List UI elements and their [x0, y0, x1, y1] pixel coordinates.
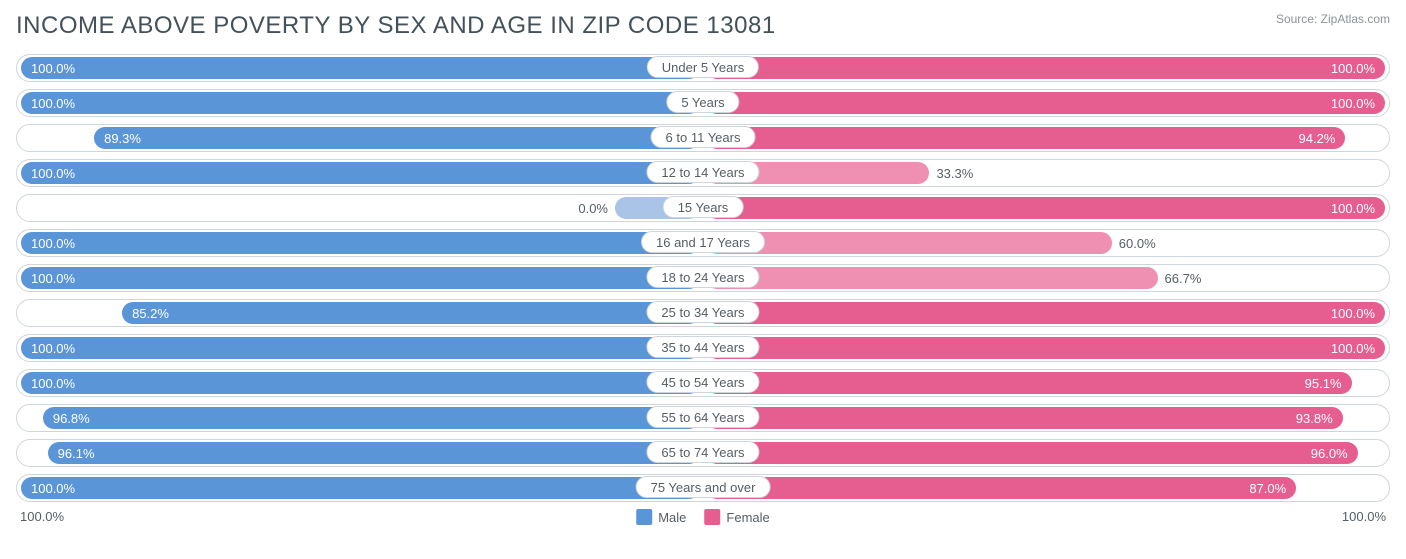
legend-female: Female — [704, 509, 769, 525]
male-value-label: 96.8% — [53, 411, 90, 426]
male-bar: 100.0% — [21, 57, 700, 79]
age-label: 55 to 64 Years — [646, 406, 759, 428]
chart-title: INCOME ABOVE POVERTY BY SEX AND AGE IN Z… — [16, 12, 776, 40]
chart-row: 96.8% 93.8% 55 to 64 Years — [16, 404, 1390, 435]
chart-row: 100.0% 87.0% 75 Years and over — [16, 474, 1390, 505]
age-label: 65 to 74 Years — [646, 441, 759, 463]
male-value-label: 96.1% — [58, 446, 95, 461]
male-value-label: 0.0% — [578, 194, 608, 222]
male-value-label: 100.0% — [31, 61, 75, 76]
male-bar: 100.0% — [21, 477, 700, 499]
male-bar: 100.0% — [21, 372, 700, 394]
female-value-label: 93.8% — [1296, 411, 1333, 426]
male-bar: 96.1% — [48, 442, 700, 464]
female-value-label: 33.3% — [936, 159, 973, 187]
axis-left-label: 100.0% — [20, 509, 64, 524]
female-value-label: 87.0% — [1249, 481, 1286, 496]
age-label: 5 Years — [666, 91, 739, 113]
chart-row: 100.0% 100.0% Under 5 Years — [16, 54, 1390, 85]
age-label: 18 to 24 Years — [646, 266, 759, 288]
male-bar: 100.0% — [21, 92, 700, 114]
age-label: 45 to 54 Years — [646, 371, 759, 393]
female-value-label: 100.0% — [1331, 306, 1375, 321]
axis-right-label: 100.0% — [1342, 509, 1386, 524]
age-label: 6 to 11 Years — [651, 126, 756, 148]
female-value-label: 100.0% — [1331, 341, 1375, 356]
female-bar: 95.1% — [706, 372, 1352, 394]
male-value-label: 89.3% — [104, 131, 141, 146]
age-label: 75 Years and over — [636, 476, 771, 498]
chart-source: Source: ZipAtlas.com — [1276, 12, 1390, 26]
female-bar: 100.0% — [706, 337, 1385, 359]
male-value-label: 100.0% — [31, 236, 75, 251]
male-value-label: 100.0% — [31, 166, 75, 181]
male-bar: 100.0% — [21, 267, 700, 289]
female-value-label: 94.2% — [1299, 131, 1336, 146]
male-value-label: 100.0% — [31, 96, 75, 111]
chart-row: 96.1% 96.0% 65 to 74 Years — [16, 439, 1390, 470]
male-bar: 100.0% — [21, 337, 700, 359]
chart-row: 89.3% 94.2% 6 to 11 Years — [16, 124, 1390, 155]
legend-male-label: Male — [658, 510, 686, 525]
male-value-label: 100.0% — [31, 481, 75, 496]
age-label: Under 5 Years — [647, 56, 759, 78]
female-bar: 100.0% — [706, 92, 1385, 114]
chart-row: 100.0% 100.0% 5 Years — [16, 89, 1390, 120]
female-bar — [706, 267, 1158, 289]
female-value-label: 60.0% — [1119, 229, 1156, 257]
legend-swatch-female — [704, 509, 720, 525]
axis-row: 100.0% Male Female 100.0% — [16, 509, 1390, 533]
legend-swatch-male — [636, 509, 652, 525]
age-label: 12 to 14 Years — [646, 161, 759, 183]
male-bar: 85.2% — [122, 302, 700, 324]
male-value-label: 100.0% — [31, 271, 75, 286]
age-label: 35 to 44 Years — [646, 336, 759, 358]
male-value-label: 100.0% — [31, 341, 75, 356]
chart-header: INCOME ABOVE POVERTY BY SEX AND AGE IN Z… — [16, 12, 1390, 40]
legend-male: Male — [636, 509, 686, 525]
male-bar: 96.8% — [43, 407, 700, 429]
female-value-label: 66.7% — [1165, 264, 1202, 292]
male-bar: 100.0% — [21, 232, 700, 254]
female-bar: 100.0% — [706, 302, 1385, 324]
female-bar: 96.0% — [706, 442, 1358, 464]
chart-row: 100.0% 100.0% 35 to 44 Years — [16, 334, 1390, 365]
chart-row: 100.0% 60.0% 16 and 17 Years — [16, 229, 1390, 260]
female-bar: 100.0% — [706, 57, 1385, 79]
male-bar: 89.3% — [94, 127, 700, 149]
female-value-label: 100.0% — [1331, 96, 1375, 111]
female-value-label: 95.1% — [1305, 376, 1342, 391]
female-bar: 94.2% — [706, 127, 1345, 149]
age-label: 16 and 17 Years — [641, 231, 765, 253]
chart-row: 85.2% 100.0% 25 to 34 Years — [16, 299, 1390, 330]
legend: Male Female — [636, 509, 770, 525]
diverging-bar-chart: 100.0% 100.0% Under 5 Years 100.0% 100.0% 5 Y… — [16, 54, 1390, 505]
age-label: 15 Years — [663, 196, 744, 218]
legend-female-label: Female — [726, 510, 769, 525]
age-label: 25 to 34 Years — [646, 301, 759, 323]
female-bar: 93.8% — [706, 407, 1343, 429]
female-bar: 87.0% — [706, 477, 1296, 499]
male-bar: 100.0% — [21, 162, 700, 184]
female-value-label: 96.0% — [1311, 446, 1348, 461]
male-value-label: 85.2% — [132, 306, 169, 321]
chart-row: 100.0% 66.7% 18 to 24 Years — [16, 264, 1390, 295]
female-bar: 100.0% — [706, 197, 1385, 219]
chart-row: 100.0% 0.0% 15 Years — [16, 194, 1390, 225]
female-value-label: 100.0% — [1331, 201, 1375, 216]
chart-row: 100.0% 33.3% 12 to 14 Years — [16, 159, 1390, 190]
female-value-label: 100.0% — [1331, 61, 1375, 76]
chart-row: 100.0% 95.1% 45 to 54 Years — [16, 369, 1390, 400]
male-value-label: 100.0% — [31, 376, 75, 391]
female-bar — [706, 232, 1112, 254]
